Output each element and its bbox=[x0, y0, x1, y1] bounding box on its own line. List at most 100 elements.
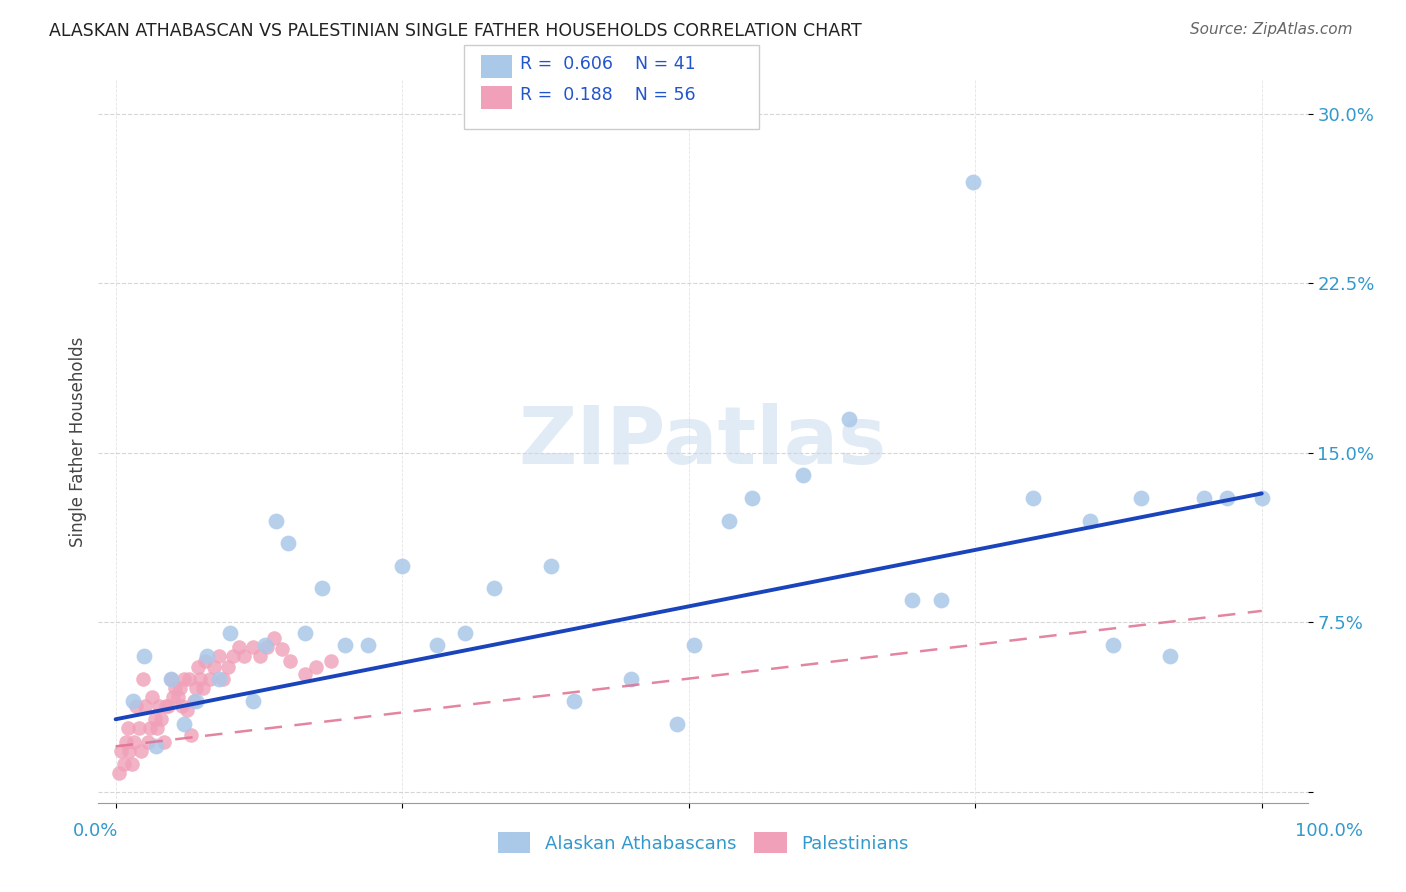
Point bbox=[242, 694, 264, 708]
Point bbox=[270, 642, 292, 657]
Point bbox=[155, 698, 177, 713]
Point bbox=[173, 672, 195, 686]
Point bbox=[118, 744, 141, 758]
Point bbox=[253, 638, 276, 652]
Text: Source: ZipAtlas.com: Source: ZipAtlas.com bbox=[1189, 22, 1353, 37]
Point bbox=[929, 592, 952, 607]
Y-axis label: Single Father Households: Single Father Households bbox=[69, 336, 87, 547]
Point bbox=[159, 672, 181, 686]
Point bbox=[264, 514, 287, 528]
Point bbox=[166, 690, 188, 704]
Point bbox=[263, 631, 285, 645]
Point bbox=[190, 672, 212, 686]
Point bbox=[666, 716, 689, 731]
Point bbox=[294, 626, 316, 640]
Point bbox=[233, 648, 256, 663]
Point bbox=[150, 712, 173, 726]
Point bbox=[183, 694, 205, 708]
Point bbox=[962, 175, 984, 189]
Point bbox=[228, 640, 250, 654]
Point bbox=[184, 694, 207, 708]
Point bbox=[112, 757, 135, 772]
Text: 100.0%: 100.0% bbox=[1295, 822, 1362, 840]
Point bbox=[294, 667, 316, 681]
Point bbox=[217, 660, 239, 674]
Text: R =  0.188    N = 56: R = 0.188 N = 56 bbox=[520, 87, 696, 104]
Point bbox=[177, 672, 200, 686]
Point bbox=[717, 514, 740, 528]
Point bbox=[249, 648, 271, 663]
Point bbox=[208, 648, 231, 663]
Point bbox=[134, 648, 156, 663]
Text: 0.0%: 0.0% bbox=[73, 822, 118, 840]
Point bbox=[333, 638, 356, 652]
Point bbox=[169, 681, 191, 695]
Point bbox=[482, 582, 505, 596]
Point bbox=[1021, 491, 1043, 505]
Point bbox=[148, 698, 170, 713]
Point bbox=[195, 648, 218, 663]
Point bbox=[1159, 648, 1181, 663]
Point bbox=[202, 660, 225, 674]
Point bbox=[311, 582, 333, 596]
Point bbox=[184, 681, 207, 695]
Point bbox=[180, 728, 202, 742]
Point bbox=[683, 638, 706, 652]
Point bbox=[741, 491, 763, 505]
Point bbox=[143, 712, 166, 726]
Point bbox=[1130, 491, 1153, 505]
Point bbox=[425, 638, 447, 652]
Point bbox=[125, 698, 148, 713]
Point bbox=[152, 735, 174, 749]
Point bbox=[128, 721, 150, 735]
Point bbox=[256, 640, 278, 654]
Point bbox=[191, 681, 214, 695]
Point bbox=[159, 672, 181, 686]
Point bbox=[242, 640, 264, 654]
Point bbox=[115, 735, 138, 749]
Point bbox=[145, 739, 167, 754]
Point bbox=[121, 694, 143, 708]
Point bbox=[562, 694, 585, 708]
Point bbox=[110, 744, 132, 758]
Legend: Alaskan Athabascans, Palestinians: Alaskan Athabascans, Palestinians bbox=[491, 825, 915, 860]
Point bbox=[165, 681, 187, 695]
Point bbox=[208, 672, 231, 686]
Point bbox=[838, 412, 860, 426]
Point bbox=[121, 757, 143, 772]
Text: ZIPatlas: ZIPatlas bbox=[519, 402, 887, 481]
Point bbox=[117, 721, 139, 735]
Point bbox=[1194, 491, 1216, 505]
Point bbox=[212, 672, 235, 686]
Point bbox=[219, 626, 242, 640]
Point bbox=[198, 672, 221, 686]
Point bbox=[157, 698, 180, 713]
Point bbox=[187, 660, 209, 674]
Point bbox=[357, 638, 380, 652]
Point bbox=[278, 654, 301, 668]
Point bbox=[319, 654, 342, 668]
Point bbox=[1078, 514, 1101, 528]
Point bbox=[1216, 491, 1239, 505]
Point bbox=[391, 558, 413, 573]
Point bbox=[141, 690, 163, 704]
Point bbox=[122, 735, 145, 749]
Point bbox=[146, 721, 169, 735]
Point bbox=[108, 766, 131, 780]
Text: ALASKAN ATHABASCAN VS PALESTINIAN SINGLE FATHER HOUSEHOLDS CORRELATION CHART: ALASKAN ATHABASCAN VS PALESTINIAN SINGLE… bbox=[49, 22, 862, 40]
Point bbox=[172, 698, 194, 713]
Point bbox=[1101, 638, 1123, 652]
Point bbox=[139, 721, 162, 735]
Point bbox=[162, 690, 184, 704]
Point bbox=[173, 716, 195, 731]
Point bbox=[620, 672, 643, 686]
Point bbox=[176, 703, 198, 717]
Point bbox=[136, 735, 159, 749]
Point bbox=[194, 654, 217, 668]
Point bbox=[1250, 491, 1272, 505]
Point bbox=[540, 558, 562, 573]
Point bbox=[305, 660, 328, 674]
Point bbox=[221, 648, 243, 663]
Point bbox=[901, 592, 924, 607]
Point bbox=[277, 536, 299, 550]
